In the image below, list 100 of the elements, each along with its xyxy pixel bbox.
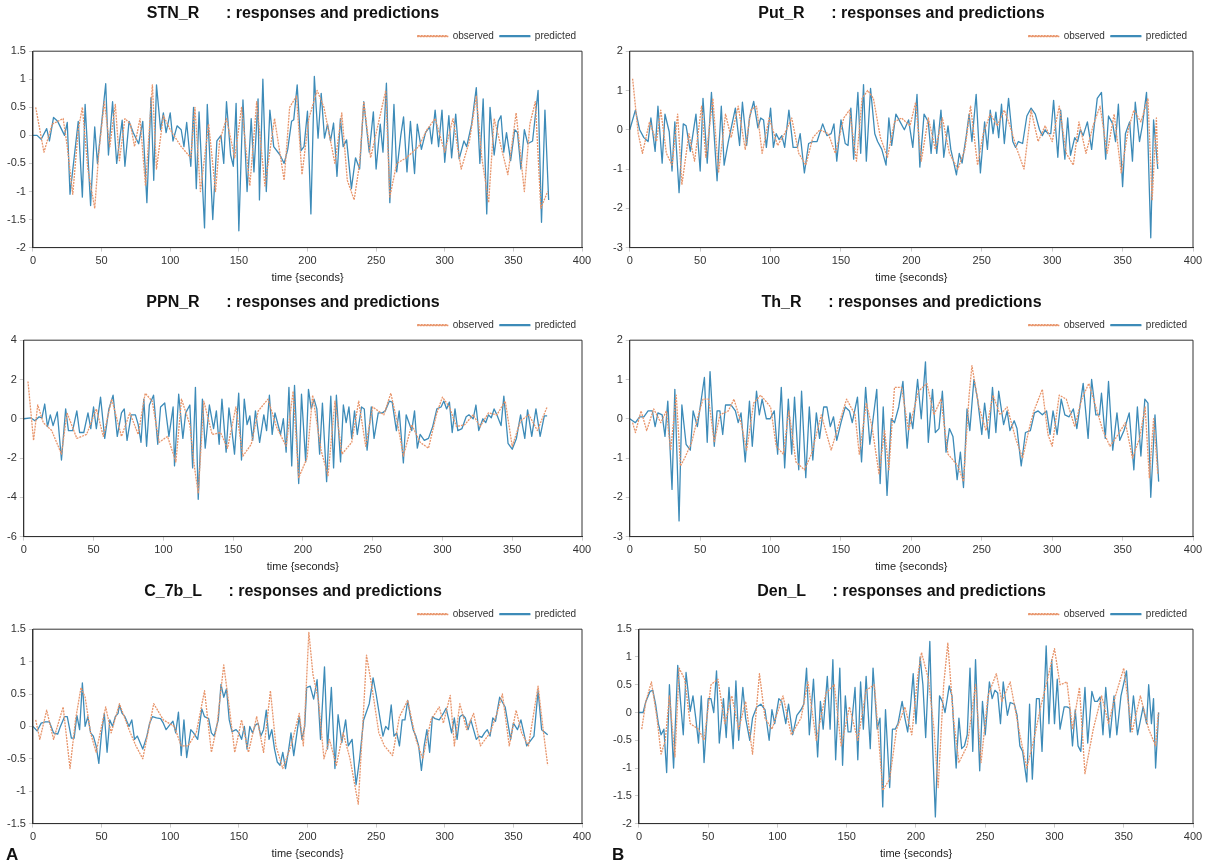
chart-title: Den_L : responses and predictions bbox=[757, 582, 1046, 600]
line-series bbox=[35, 631, 549, 805]
x-axis-title: time {seconds} bbox=[875, 560, 948, 573]
chart-title: STN_R : responses and predictions bbox=[146, 4, 440, 22]
text: A bbox=[6, 845, 19, 865]
x-tick-label: 300 bbox=[435, 830, 454, 843]
x-tick-label: 100 bbox=[154, 543, 173, 556]
x-tick-label: 100 bbox=[761, 543, 780, 556]
line-series bbox=[641, 642, 1160, 791]
legend-label: predicted bbox=[1145, 29, 1187, 41]
x-tick-label: 300 bbox=[1045, 830, 1064, 843]
y-tick-label: -6 bbox=[7, 529, 17, 542]
legend-label: predicted bbox=[534, 29, 576, 41]
legend-label: observed bbox=[1063, 29, 1105, 41]
line-series bbox=[35, 84, 549, 209]
x-tick-label: 250 bbox=[972, 543, 991, 556]
legend-label: observed bbox=[1063, 607, 1105, 619]
x-tick-label: 50 bbox=[702, 830, 715, 843]
y-tick-label: 1 bbox=[616, 372, 623, 385]
y-tick-label: -0.5 bbox=[6, 751, 26, 764]
x-tick-label: 200 bbox=[298, 830, 317, 843]
x-tick-label: 50 bbox=[694, 254, 707, 267]
x-tick-label: 300 bbox=[1043, 543, 1062, 556]
x-tick-label: 350 bbox=[503, 543, 522, 556]
x-tick-label: 400 bbox=[1183, 254, 1203, 267]
x-tick-label: 350 bbox=[1114, 830, 1133, 843]
x-tick-label: 400 bbox=[572, 254, 592, 267]
x-tick-label: 0 bbox=[635, 830, 643, 843]
x-tick-label: 150 bbox=[229, 254, 249, 267]
y-tick-label: -2 bbox=[16, 240, 26, 253]
x-tick-label: 300 bbox=[1043, 254, 1062, 267]
y-tick-label: 0 bbox=[625, 705, 632, 718]
y-tick-label: 0.5 bbox=[10, 687, 26, 700]
legend-label: predicted bbox=[1145, 318, 1187, 330]
chart-title: C_7b_L : responses and predictions bbox=[144, 582, 442, 600]
x-tick-label: 50 bbox=[95, 830, 108, 843]
x-axis-title: time {seconds} bbox=[879, 847, 953, 860]
y-tick-label: 0 bbox=[616, 122, 623, 135]
y-tick-label: 1.5 bbox=[10, 44, 26, 57]
legend-label: observed bbox=[452, 29, 494, 41]
x-tick-label: 100 bbox=[768, 830, 787, 843]
y-tick-label: 1 bbox=[19, 654, 26, 667]
y-tick-label: -3 bbox=[613, 529, 623, 542]
x-tick-label: 150 bbox=[831, 543, 851, 556]
x-tick-label: 100 bbox=[161, 254, 180, 267]
y-tick-label: -1 bbox=[613, 451, 623, 464]
chart-title: Put_R : responses and predictions bbox=[758, 4, 1045, 22]
x-tick-label: 300 bbox=[433, 543, 452, 556]
y-tick-label: 0 bbox=[616, 411, 623, 424]
legend-label: predicted bbox=[1145, 607, 1187, 619]
x-tick-label: 200 bbox=[902, 543, 921, 556]
x-tick-label: 0 bbox=[29, 830, 37, 843]
x-tick-label: 100 bbox=[161, 830, 180, 843]
x-axis-title: time {seconds} bbox=[271, 271, 344, 284]
y-tick-label: -1 bbox=[613, 162, 623, 175]
x-tick-label: 100 bbox=[761, 254, 780, 267]
y-tick-label: 2 bbox=[616, 333, 623, 346]
x-tick-label: 150 bbox=[837, 830, 856, 843]
line-series bbox=[631, 78, 1159, 202]
y-tick-label: 4 bbox=[10, 333, 17, 346]
y-tick-label: 1 bbox=[625, 650, 632, 662]
y-tick-label: -1 bbox=[16, 184, 26, 197]
x-tick-label: 50 bbox=[95, 254, 108, 267]
y-tick-label: -4 bbox=[7, 490, 17, 503]
x-axis-title: time {seconds} bbox=[271, 847, 344, 860]
y-tick-label: -0.5 bbox=[612, 733, 632, 746]
x-tick-label: 250 bbox=[976, 830, 995, 843]
x-tick-label: 350 bbox=[1113, 543, 1132, 556]
y-tick-label: -1.5 bbox=[612, 788, 632, 801]
text: B bbox=[612, 845, 625, 865]
x-tick-label: 400 bbox=[1183, 543, 1203, 556]
x-tick-label: 150 bbox=[229, 830, 249, 843]
legend-label: observed bbox=[1063, 318, 1105, 330]
x-tick-label: 400 bbox=[572, 543, 592, 556]
y-tick-label: 0 bbox=[19, 719, 26, 732]
x-tick-label: 300 bbox=[435, 254, 454, 267]
x-tick-label: 400 bbox=[572, 830, 592, 843]
legend-label: observed bbox=[452, 318, 494, 330]
line-series bbox=[631, 365, 1159, 483]
y-tick-label: -1.5 bbox=[6, 816, 26, 829]
x-tick-label: 250 bbox=[366, 254, 386, 267]
chart-title: Th_R : responses and predictions bbox=[761, 293, 1042, 311]
x-tick-label: 150 bbox=[223, 543, 243, 556]
y-tick-label: -2 bbox=[613, 490, 623, 503]
legend-label: predicted bbox=[534, 318, 576, 330]
y-tick-label: 1.5 bbox=[10, 622, 26, 635]
y-tick-label: 1.5 bbox=[616, 622, 632, 635]
x-tick-label: 200 bbox=[293, 543, 313, 556]
x-tick-label: 50 bbox=[694, 543, 707, 556]
y-tick-label: 0.5 bbox=[10, 100, 26, 113]
y-tick-label: 0 bbox=[19, 128, 26, 141]
legend-label: predicted bbox=[534, 607, 576, 619]
x-tick-label: 250 bbox=[972, 254, 991, 267]
y-tick-label: 0 bbox=[10, 411, 17, 424]
y-tick-label: -2 bbox=[7, 451, 17, 464]
y-tick-label: -0.5 bbox=[6, 156, 26, 169]
x-tick-label: 150 bbox=[831, 254, 851, 267]
x-tick-label: 250 bbox=[366, 830, 386, 843]
chart-title: PPN_R : responses and predictions bbox=[146, 293, 440, 311]
y-tick-label: -1 bbox=[622, 761, 632, 774]
